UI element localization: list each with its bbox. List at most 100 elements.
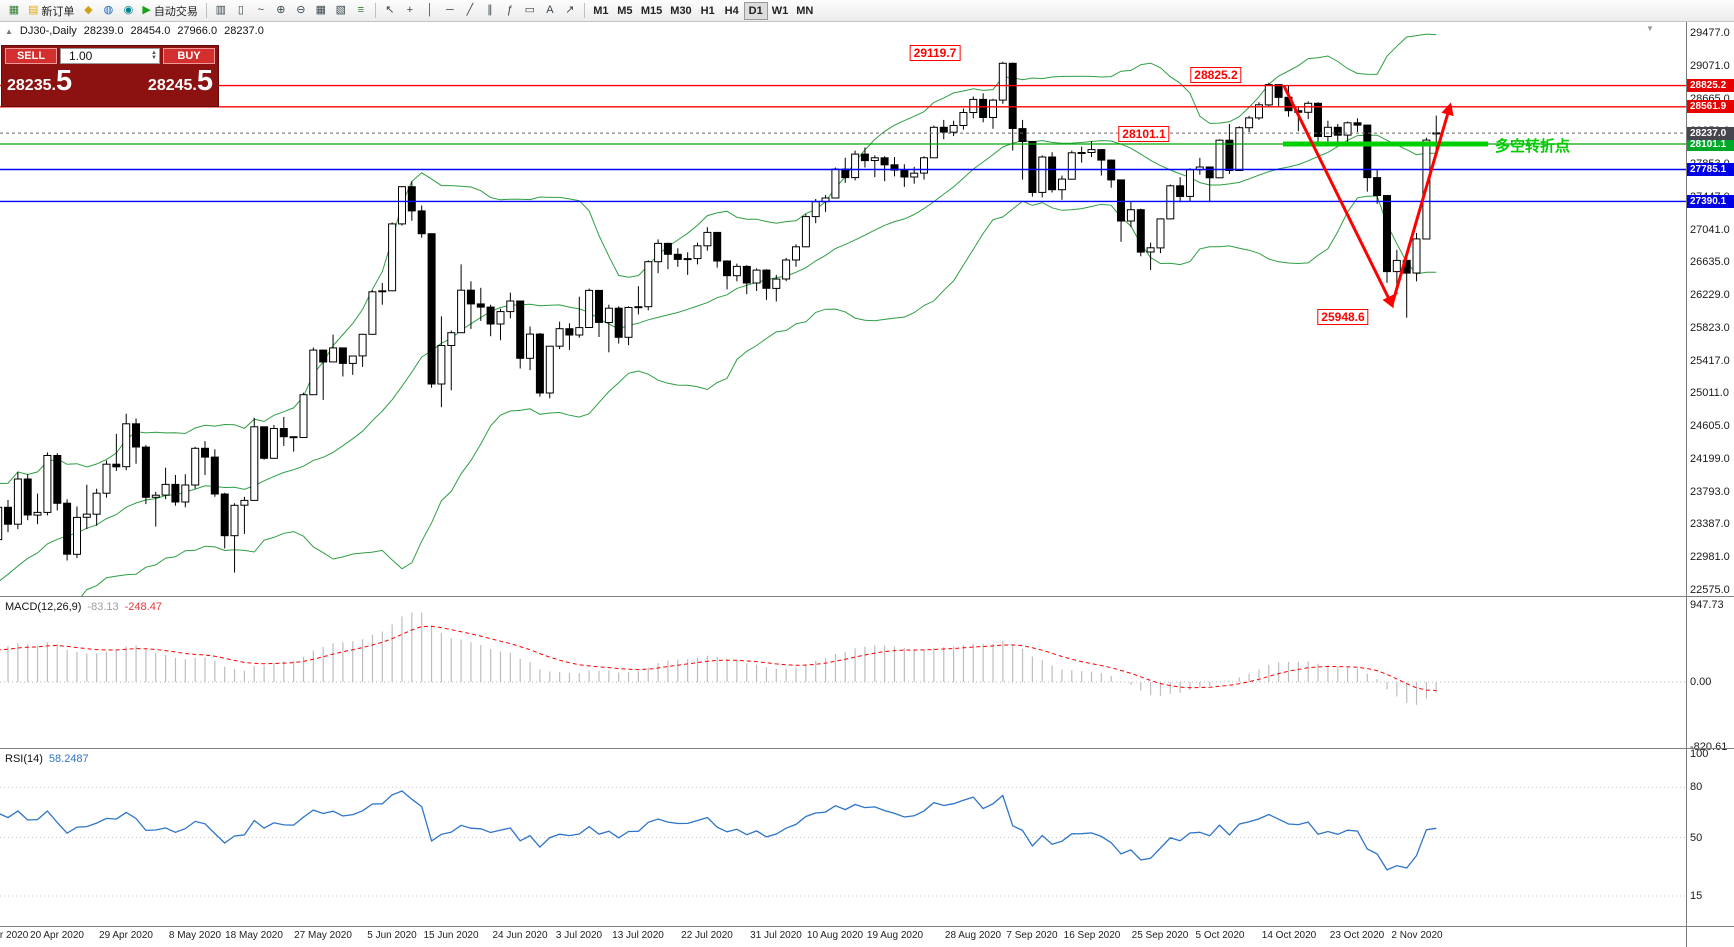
price-badge: 28237.0 xyxy=(1687,127,1734,140)
horizontal-line-icon: ─ xyxy=(445,4,454,16)
down-arrow[interactable] xyxy=(1282,85,1394,309)
price-chart-canvas[interactable]: 多空转折点 xyxy=(0,22,1686,596)
candlestick-chart-icon: ▯ xyxy=(237,4,244,16)
navigator-icon[interactable]: ◉ xyxy=(118,2,138,20)
sell-price[interactable]: 28235.5 xyxy=(7,65,73,97)
price-tick: 29071.0 xyxy=(1690,60,1730,72)
price-badge: 27785.1 xyxy=(1687,163,1734,176)
tf-w1-label: W1 xyxy=(771,4,789,17)
buy-button[interactable]: BUY xyxy=(163,48,215,64)
trendline-icon: ╱ xyxy=(466,4,474,16)
rsi-tick: 15 xyxy=(1690,890,1703,902)
rsi-panel-splitter[interactable] xyxy=(0,748,1734,749)
arrow-tool-icon[interactable]: ↗ xyxy=(560,2,580,20)
pivot-point-text[interactable]: 多空转折点 xyxy=(1495,137,1570,155)
arrow-tool-icon: ↗ xyxy=(565,4,575,16)
ohlc-close: 28237.0 xyxy=(224,25,264,37)
price-tick: 24605.0 xyxy=(1690,420,1730,432)
price-tick: 23387.0 xyxy=(1690,518,1730,530)
macd-tick: -820.61 xyxy=(1690,741,1728,753)
candlestick-chart-icon[interactable]: ▯ xyxy=(231,2,251,20)
line-chart-icon[interactable]: ~ xyxy=(251,2,271,20)
bar-chart-icon: ▥ xyxy=(215,4,227,16)
tf-h1[interactable]: H1 xyxy=(696,2,720,20)
indicators-list-icon: ≡ xyxy=(357,4,365,16)
buy-price[interactable]: 28245.5 xyxy=(147,65,213,97)
channel-icon[interactable]: ∥ xyxy=(480,2,500,20)
tf-w1[interactable]: W1 xyxy=(768,2,793,20)
navigator-icon: ◉ xyxy=(123,4,134,16)
tf-h1-label: H1 xyxy=(700,4,715,17)
volume-stepper[interactable]: 1.00 ▲ ▼ xyxy=(60,48,160,64)
indicators-list-icon[interactable]: ≡ xyxy=(351,2,371,20)
new-order-button: ▤ xyxy=(28,4,39,16)
date-tick: 10 Aug 2020 xyxy=(806,930,864,941)
trendline-icon[interactable]: ╱ xyxy=(460,2,480,20)
price-tick: 22575.0 xyxy=(1690,584,1730,596)
bar-chart-icon[interactable]: ▥ xyxy=(211,2,231,20)
date-tick: 15 Jun 2020 xyxy=(423,930,479,941)
crosshair-icon: + xyxy=(406,4,414,16)
autotrading-button: ▶ xyxy=(142,4,151,16)
date-tick: 14 Oct 2020 xyxy=(1261,930,1317,941)
price-tick: 24199.0 xyxy=(1690,453,1730,465)
cursor-icon[interactable]: ↖ xyxy=(380,2,400,20)
rsi-indicator-label: RSI(14) 58.2487 xyxy=(5,753,89,765)
tf-m5[interactable]: M5 xyxy=(613,2,637,20)
price-tick: 29477.0 xyxy=(1690,27,1730,39)
tf-mn[interactable]: MN xyxy=(792,2,817,20)
rsi-panel-canvas[interactable] xyxy=(0,750,1686,926)
zoom-in-icon: ⊕ xyxy=(276,4,286,16)
text-icon[interactable]: A xyxy=(540,2,560,20)
cascade-windows-icon[interactable]: ▧ xyxy=(331,2,351,20)
date-tick: 5 Oct 2020 xyxy=(1195,930,1245,941)
symbol-title: DJ30-,Daily xyxy=(19,25,77,37)
cascade-windows-icon: ▧ xyxy=(335,4,347,16)
macd-panel-splitter[interactable] xyxy=(0,596,1734,597)
toolbar-separator xyxy=(374,3,376,18)
date-tick: 25 Sep 2020 xyxy=(1131,930,1189,941)
volume-spin-icons[interactable]: ▲ ▼ xyxy=(151,50,157,61)
symbol-info-bar: ▲ DJ30-,Daily 28239.0 28454.0 27966.0 28… xyxy=(5,25,264,37)
up-arrow[interactable] xyxy=(1390,102,1454,306)
market-watch-icon: ◍ xyxy=(103,4,114,16)
toolbar-group-chart-controls: ▥ ▯ ~ ⊕ ⊖ ▦ ▧ ≡ xyxy=(211,2,371,20)
tile-windows-icon[interactable]: ▦ xyxy=(311,2,331,20)
tf-m15[interactable]: M15 xyxy=(637,2,666,20)
macd-main-value: -83.13 xyxy=(87,601,119,613)
alerts-icon[interactable]: ◆ xyxy=(78,2,98,20)
sell-button[interactable]: SELL xyxy=(5,48,57,64)
macd-panel-canvas[interactable] xyxy=(0,598,1686,748)
macd-indicator-label: MACD(12,26,9) -83.13 -248.47 xyxy=(5,601,162,613)
new-order-button[interactable]: ▤ 新订单 xyxy=(24,2,78,20)
ohlc-low: 27966.0 xyxy=(177,25,218,37)
macd-signal-value: -248.47 xyxy=(124,601,162,613)
tf-d1[interactable]: D1 xyxy=(743,1,768,20)
fibonacci-icon[interactable]: ƒ xyxy=(500,2,520,20)
new-chart-icon[interactable]: ▦ xyxy=(4,2,24,20)
market-watch-icon[interactable]: ◍ xyxy=(98,2,118,20)
crosshair-icon[interactable]: + xyxy=(400,2,420,20)
tf-d1-label: D1 xyxy=(748,4,763,17)
trade-panel-toggle[interactable]: ▲ xyxy=(5,26,13,36)
tf-m30[interactable]: M30 xyxy=(666,2,695,20)
vertical-line-icon[interactable]: │ xyxy=(420,2,440,20)
shapes-icon[interactable]: ▭ xyxy=(520,2,540,20)
price-axis[interactable]: 29477.029071.028665.028259.027853.027447… xyxy=(1686,22,1734,947)
text-icon: A xyxy=(546,4,554,16)
autotrading-button[interactable]: ▶ 自动交易 xyxy=(138,2,201,20)
zoom-in-icon[interactable]: ⊕ xyxy=(271,2,291,20)
price-tick: 25823.0 xyxy=(1690,322,1730,334)
price-tick: 22981.0 xyxy=(1690,551,1730,563)
date-tick: 3 Jul 2020 xyxy=(555,930,603,941)
toolbar-separator xyxy=(583,3,585,18)
tf-m1[interactable]: M1 xyxy=(589,2,613,20)
horizontal-line-icon[interactable]: ─ xyxy=(440,2,460,20)
zoom-out-icon[interactable]: ⊖ xyxy=(291,2,311,20)
alerts-icon: ◆ xyxy=(84,4,93,16)
ohlc-open: 28239.0 xyxy=(83,25,124,37)
tf-h4[interactable]: H4 xyxy=(720,2,744,20)
rsi-tick: 80 xyxy=(1690,781,1703,793)
